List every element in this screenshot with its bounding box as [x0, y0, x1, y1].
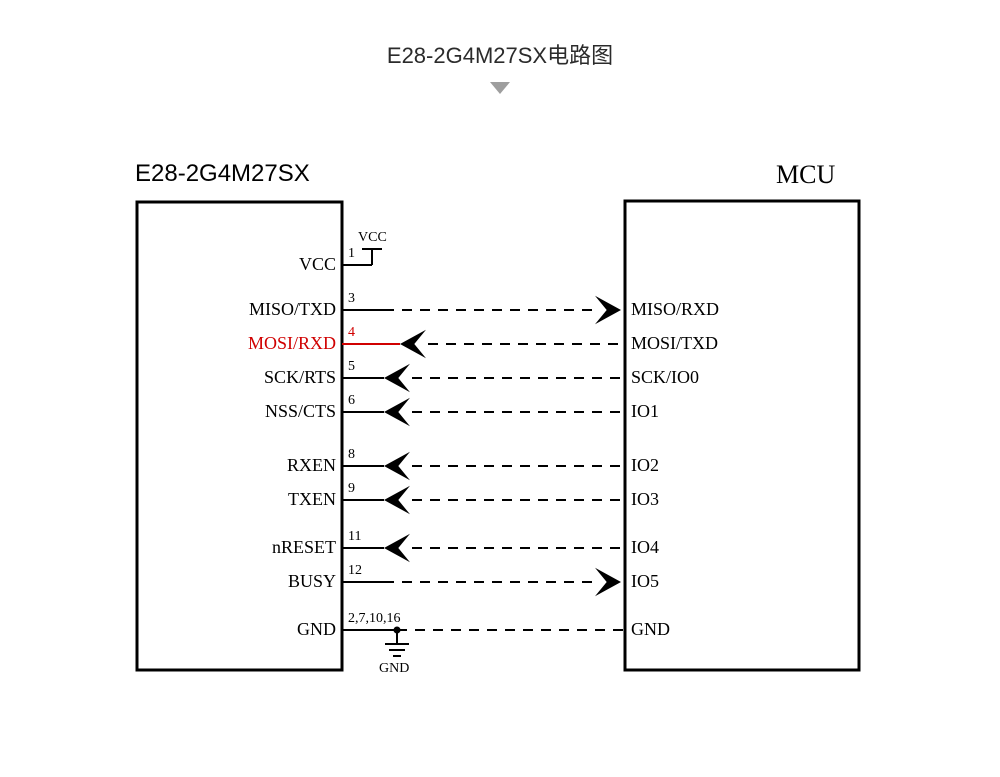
pin-label: IO1	[631, 401, 659, 422]
diagram-canvas: E28-2G4M27SX电路图 E28-2G4M27SX MCU VCC1VCC…	[0, 0, 1000, 777]
pin-label: 8	[348, 447, 355, 463]
pin-label: IO5	[631, 571, 659, 592]
pin-label: MOSI/TXD	[631, 333, 718, 354]
pin-label: IO4	[631, 537, 659, 558]
pin-label: MISO/RXD	[631, 299, 719, 320]
pin-label: IO2	[631, 455, 659, 476]
pin-label: GND	[379, 661, 409, 677]
pin-label: 9	[348, 481, 355, 497]
pin-label: SCK/IO0	[631, 367, 699, 388]
pin-label: 6	[348, 393, 355, 409]
pin-label: IO3	[631, 489, 659, 510]
pin-label: RXEN	[287, 455, 336, 476]
diagram-svg	[0, 0, 1000, 777]
pin-label: BUSY	[288, 571, 336, 592]
pin-label: 4	[348, 325, 355, 341]
pin-label: VCC	[299, 254, 336, 275]
pin-label: 5	[348, 359, 355, 375]
pin-label: 12	[348, 563, 362, 579]
pin-label: 3	[348, 291, 355, 307]
pin-label: NSS/CTS	[265, 401, 336, 422]
pin-label: 1	[348, 246, 355, 262]
pin-label: GND	[631, 619, 670, 640]
pin-label: TXEN	[288, 489, 336, 510]
pin-label: MISO/TXD	[249, 299, 336, 320]
pin-label: GND	[297, 619, 336, 640]
pin-label: nRESET	[272, 537, 336, 558]
pin-label: MOSI/RXD	[248, 333, 336, 354]
pin-label: 2,7,10,16	[348, 611, 401, 627]
pin-label: VCC	[358, 230, 387, 246]
pin-label: 11	[348, 529, 361, 545]
pin-label: SCK/RTS	[264, 367, 336, 388]
